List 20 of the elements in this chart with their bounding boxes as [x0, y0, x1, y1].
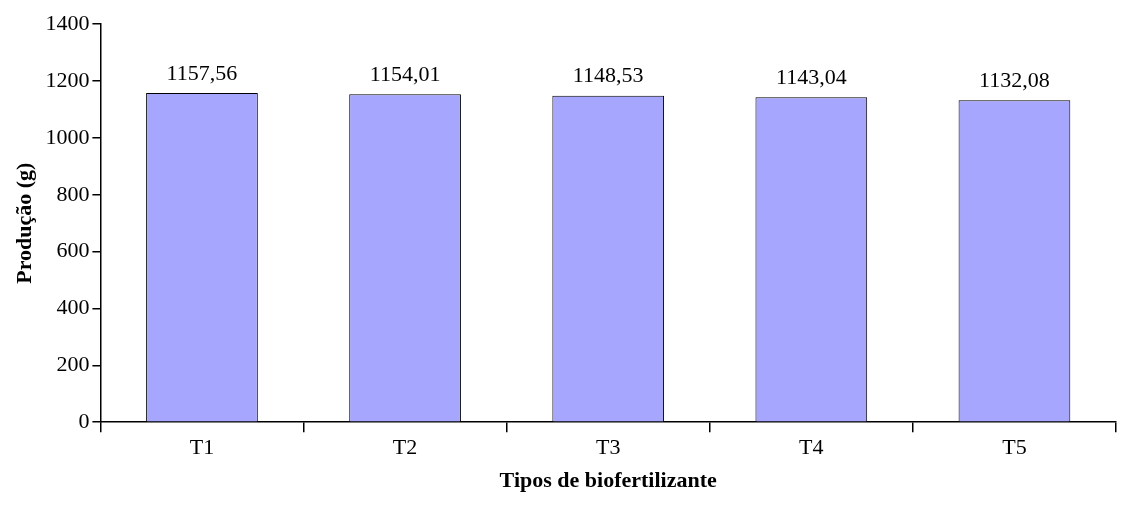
data-label: 1148,53 [572, 62, 644, 88]
y-tick-label: 200 [56, 351, 90, 377]
x-tick-label: T4 [799, 434, 824, 460]
y-tick-label: 800 [56, 180, 90, 206]
y-tick-label: 1200 [45, 66, 90, 92]
data-label: 1143,04 [775, 64, 847, 90]
x-axis-title: Tipos de biofertilizante [499, 467, 717, 493]
x-tick-label: T5 [1002, 434, 1027, 460]
data-label: 1132,08 [979, 67, 1050, 93]
x-tick-label: T2 [392, 434, 418, 460]
y-tick-label: 400 [56, 294, 90, 320]
data-label: 1157,56 [166, 59, 238, 85]
y-tick-label: 0 [78, 407, 90, 433]
y-tick-label: 1400 [45, 9, 90, 35]
x-tick-label: T3 [595, 434, 621, 460]
data-label: 1154,01 [369, 60, 441, 86]
y-axis-title: Produção (g) [10, 162, 36, 284]
y-tick-label: 1000 [45, 123, 90, 149]
x-tick-label: T1 [189, 434, 215, 460]
y-tick-label: 600 [56, 237, 90, 263]
